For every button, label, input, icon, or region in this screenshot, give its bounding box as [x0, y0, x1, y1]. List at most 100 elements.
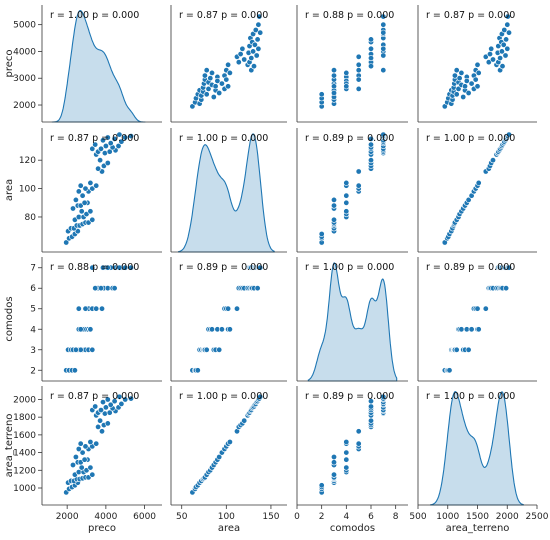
- scatter-point: [446, 367, 453, 374]
- scatter-point: [216, 453, 223, 460]
- scatter-point: [355, 67, 362, 74]
- x-tick-label: 50: [176, 512, 188, 522]
- scatter-point: [214, 77, 221, 84]
- scatter-point: [226, 69, 233, 76]
- scatter-point: [248, 55, 255, 62]
- scatter-point: [107, 140, 114, 147]
- y-axis-title: area: [4, 179, 15, 201]
- scatter-point: [255, 21, 262, 28]
- scatter-point: [257, 393, 264, 400]
- scatter-point: [226, 326, 233, 333]
- scatter-point: [343, 208, 350, 215]
- scatter-point: [254, 36, 261, 43]
- scatter-point: [116, 264, 123, 271]
- scatter-point: [102, 143, 109, 150]
- panel-preco-vs-preco: r = 1.00 p = 0.000 2000 3000 4000 5000 preco: [4, 5, 162, 123]
- scatter-point: [463, 77, 470, 84]
- scatter-point: [100, 399, 107, 406]
- correlation-annotation: r = 0.87 p = 0.000: [50, 391, 139, 402]
- scatter-point: [93, 182, 100, 189]
- y-tick-label: 2000: [13, 395, 36, 405]
- correlation-annotation: r = 1.00 p = 0.000: [179, 133, 268, 144]
- scatter-point: [489, 157, 496, 164]
- scatter-point: [82, 443, 89, 450]
- scatter-point: [212, 83, 219, 90]
- scatter-point: [468, 326, 475, 333]
- x-axis-title: area: [218, 523, 240, 534]
- scatter-point: [503, 36, 510, 43]
- x-tick-label: 2000: [496, 512, 519, 522]
- panel-preco-vs-area_terreno: r = 0.87 p = 0.000: [417, 5, 537, 123]
- panel-area-vs-area_terreno: r = 1.00 p = 0.000: [417, 128, 537, 253]
- scatter-point: [209, 326, 216, 333]
- scatter-point: [465, 346, 472, 353]
- scatter-point: [226, 438, 233, 445]
- x-tick-label: 2500: [526, 512, 549, 522]
- y-tick-label: 100: [19, 185, 36, 195]
- scatter-point: [505, 264, 512, 271]
- scatter-point: [474, 83, 481, 90]
- x-tick-label: 0: [294, 512, 300, 522]
- scatter-point: [75, 305, 82, 312]
- y-tick-label: 3: [30, 346, 36, 356]
- scatter-point: [115, 143, 122, 150]
- correlation-annotation: r = 1.00 p = 0.000: [426, 133, 515, 144]
- scatter-point: [465, 196, 472, 203]
- scatter-point: [453, 67, 460, 74]
- scatter-point: [318, 91, 325, 98]
- scatter-point: [128, 133, 135, 140]
- scatter-point: [330, 67, 337, 74]
- panel-area-vs-comodos: r = 0.89 p = 0.000: [296, 128, 408, 253]
- scatter-point: [95, 165, 102, 172]
- scatter-point: [330, 83, 337, 90]
- panel-preco-vs-comodos: r = 0.88 p = 0.000: [296, 5, 408, 123]
- scatter-point: [367, 417, 374, 424]
- scatter-point: [343, 464, 350, 471]
- scatter-point: [475, 326, 482, 333]
- scatter-point: [235, 59, 242, 66]
- x-tick-label: 6000: [133, 512, 156, 522]
- scatter-point: [70, 461, 77, 468]
- scatter-point: [104, 160, 111, 167]
- scatter-point: [106, 409, 113, 416]
- scatter-point: [97, 417, 104, 424]
- scatter-point: [201, 72, 208, 79]
- scatter-point: [455, 85, 462, 92]
- scatter-point: [72, 196, 79, 203]
- x-axis-title: preco: [88, 523, 116, 534]
- scatter-point: [100, 137, 107, 144]
- scatter-point: [87, 464, 94, 471]
- scatter-point: [81, 199, 88, 206]
- scatter-point: [343, 83, 350, 90]
- scatter-point: [116, 393, 123, 400]
- scatter-point: [71, 367, 78, 374]
- scatter-point: [239, 45, 246, 52]
- scatter-point: [367, 36, 374, 43]
- y-tick-label: 7: [30, 264, 36, 274]
- scatter-point: [505, 131, 512, 138]
- scatter-point: [498, 48, 505, 55]
- scatter-point: [216, 90, 223, 97]
- x-tick-label: 2000: [56, 512, 79, 522]
- scatter-point: [122, 396, 129, 403]
- scatter-point: [122, 264, 129, 271]
- x-axis-title: comodos: [330, 523, 375, 534]
- scatter-point: [257, 264, 264, 271]
- scatter-point: [92, 141, 99, 148]
- y-tick-label: 1000: [13, 484, 36, 494]
- scatter-point: [257, 29, 264, 36]
- scatter-point: [252, 26, 259, 33]
- scatter-point: [93, 305, 100, 312]
- scatter-point: [253, 52, 260, 59]
- scatter-point: [225, 305, 232, 312]
- correlation-annotation: r = 0.89 p = 0.000: [426, 262, 515, 273]
- y-tick-label: 1800: [13, 413, 36, 423]
- scatter-point: [343, 199, 350, 206]
- scatter-point: [111, 285, 118, 292]
- scatter-point: [355, 428, 362, 435]
- kde-curve-comodos: [307, 262, 398, 382]
- scatter-point: [380, 29, 387, 36]
- panel-preco-vs-area: r = 0.87 p = 0.000: [170, 5, 287, 123]
- scatter-point: [251, 63, 258, 70]
- scatter-point: [92, 403, 99, 410]
